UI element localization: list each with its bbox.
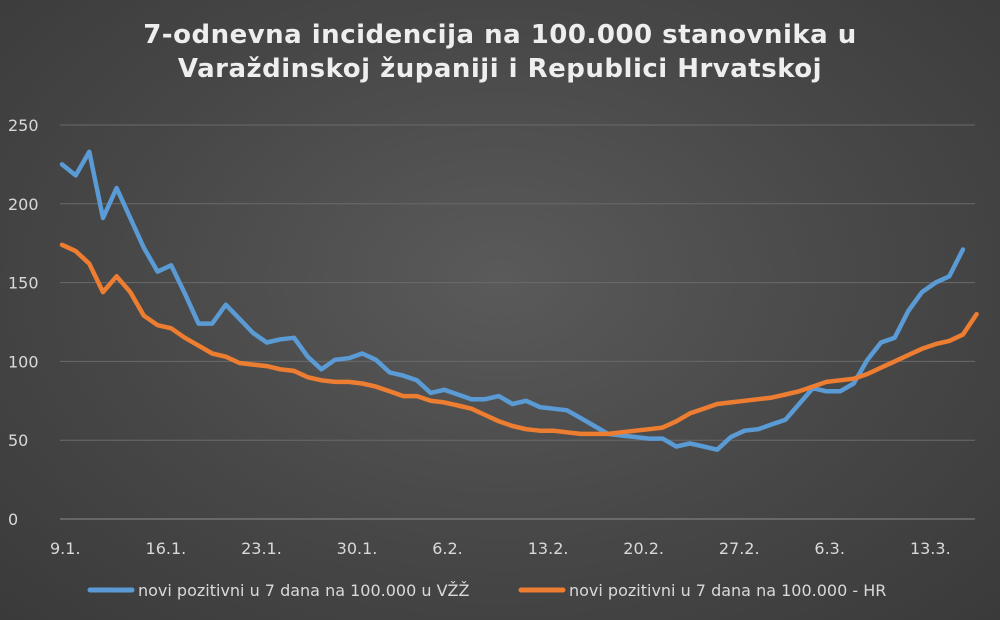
series-line-1 xyxy=(59,149,966,452)
y-tick-label: 250 xyxy=(8,116,39,135)
x-tick-label: 6.2. xyxy=(432,539,463,558)
y-tick-label: 200 xyxy=(8,195,39,214)
legend-label-2: novi pozitivni u 7 dana na 100.000 - HR xyxy=(569,581,886,600)
y-tick-label: 50 xyxy=(8,431,28,450)
x-tick-label: 20.2. xyxy=(623,539,664,558)
gridlines xyxy=(60,124,975,520)
y-tick-label: 0 xyxy=(8,510,18,529)
x-tick-label: 16.1. xyxy=(146,539,187,558)
x-tick-label: 13.2. xyxy=(528,539,569,558)
y-axis-ticks: 0 50 100 150 200 250 xyxy=(8,116,39,529)
series-lines xyxy=(59,149,979,452)
x-tick-label: 6.3. xyxy=(814,539,845,558)
x-tick-label: 27.2. xyxy=(719,539,760,558)
series-line-2 xyxy=(59,242,979,437)
x-axis-ticks: 9.1. 16.1. 23.1. 30.1. 6.2. 13.2. 20.2. 27.2. 6.… xyxy=(50,539,951,558)
y-tick-label: 150 xyxy=(8,274,39,293)
chart-title-line2: Varaždinskoj županiji i Republici Hrvats… xyxy=(177,54,823,84)
chart-title-line1: 7-odnevna incidencija na 100.000 stanovn… xyxy=(143,20,857,50)
x-tick-label: 13.3. xyxy=(910,539,951,558)
x-tick-label: 23.1. xyxy=(241,539,282,558)
y-tick-label: 100 xyxy=(8,352,39,371)
x-tick-label: 30.1. xyxy=(337,539,378,558)
legend-label-1: novi pozitivni u 7 dana na 100.000 u VŽŽ xyxy=(138,581,469,600)
x-tick-label: 9.1. xyxy=(50,539,81,558)
chart-title: 7-odnevna incidencija na 100.000 stanovn… xyxy=(0,18,1000,86)
legend: novi pozitivni u 7 dana na 100.000 u VŽŽ… xyxy=(87,581,886,600)
